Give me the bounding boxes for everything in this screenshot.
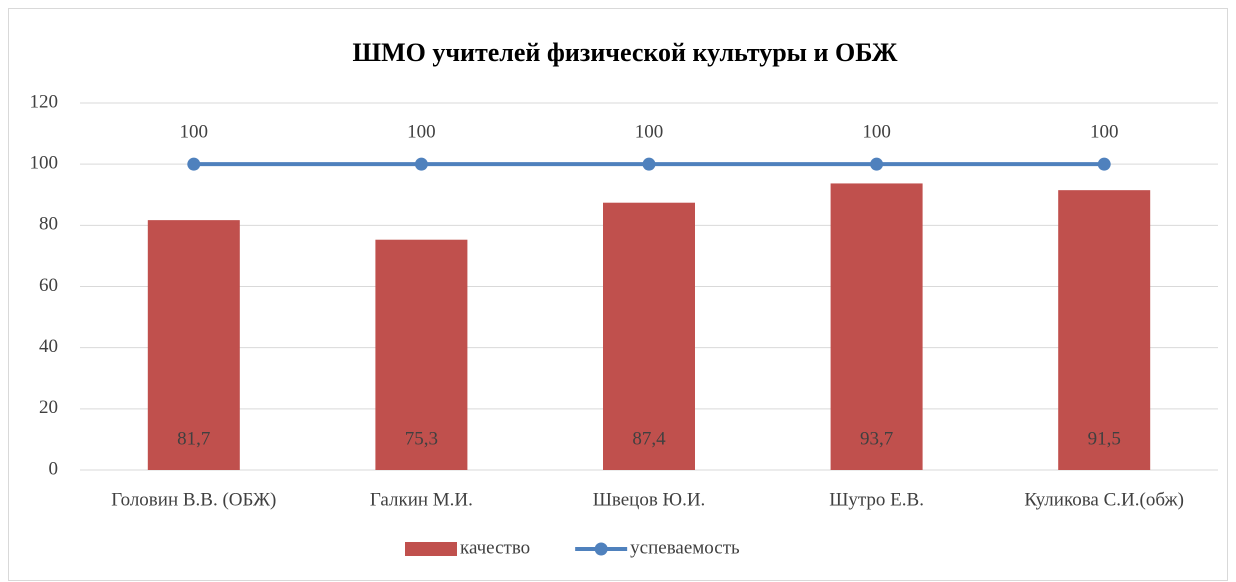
bar	[1058, 190, 1151, 470]
line-marker	[1097, 157, 1111, 171]
legend-marker	[594, 542, 608, 556]
legend-label: качество	[460, 537, 530, 558]
bar	[147, 220, 240, 470]
y-tick-label: 0	[49, 458, 59, 479]
data-label: 100	[1090, 122, 1119, 143]
data-label: 100	[862, 122, 891, 143]
line-marker	[187, 157, 201, 171]
x-tick-label: Куликова С.И.(обж)	[1024, 489, 1184, 510]
bar	[830, 183, 923, 470]
legend-swatch	[405, 542, 457, 556]
data-label: 100	[180, 122, 209, 143]
line-marker	[870, 157, 884, 171]
y-tick-label: 20	[39, 397, 58, 418]
data-label: 100	[407, 122, 436, 143]
bar	[375, 239, 468, 470]
line-marker	[414, 157, 428, 171]
y-tick-label: 80	[39, 214, 58, 235]
data-label: 81,7	[177, 428, 210, 449]
y-tick-label: 60	[39, 275, 58, 296]
chart-title: ШМО учителей физической культуры и ОБЖ	[353, 38, 898, 67]
x-tick-label: Шутро Е.В.	[829, 489, 924, 510]
line-marker	[642, 157, 656, 171]
y-tick-label: 100	[30, 153, 59, 174]
data-label: 100	[635, 122, 664, 143]
legend-label: успеваемость	[630, 537, 740, 558]
x-tick-label: Головин В.В. (ОБЖ)	[111, 489, 276, 510]
data-label: 93,7	[860, 428, 893, 449]
x-tick-label: Швецов Ю.И.	[593, 489, 706, 510]
data-label: 75,3	[405, 428, 438, 449]
x-tick-label: Галкин М.И.	[370, 489, 473, 510]
data-label: 87,4	[632, 428, 666, 449]
data-label: 91,5	[1088, 428, 1121, 449]
bar	[603, 202, 695, 470]
y-tick-label: 120	[30, 91, 59, 112]
y-tick-label: 40	[39, 336, 58, 357]
